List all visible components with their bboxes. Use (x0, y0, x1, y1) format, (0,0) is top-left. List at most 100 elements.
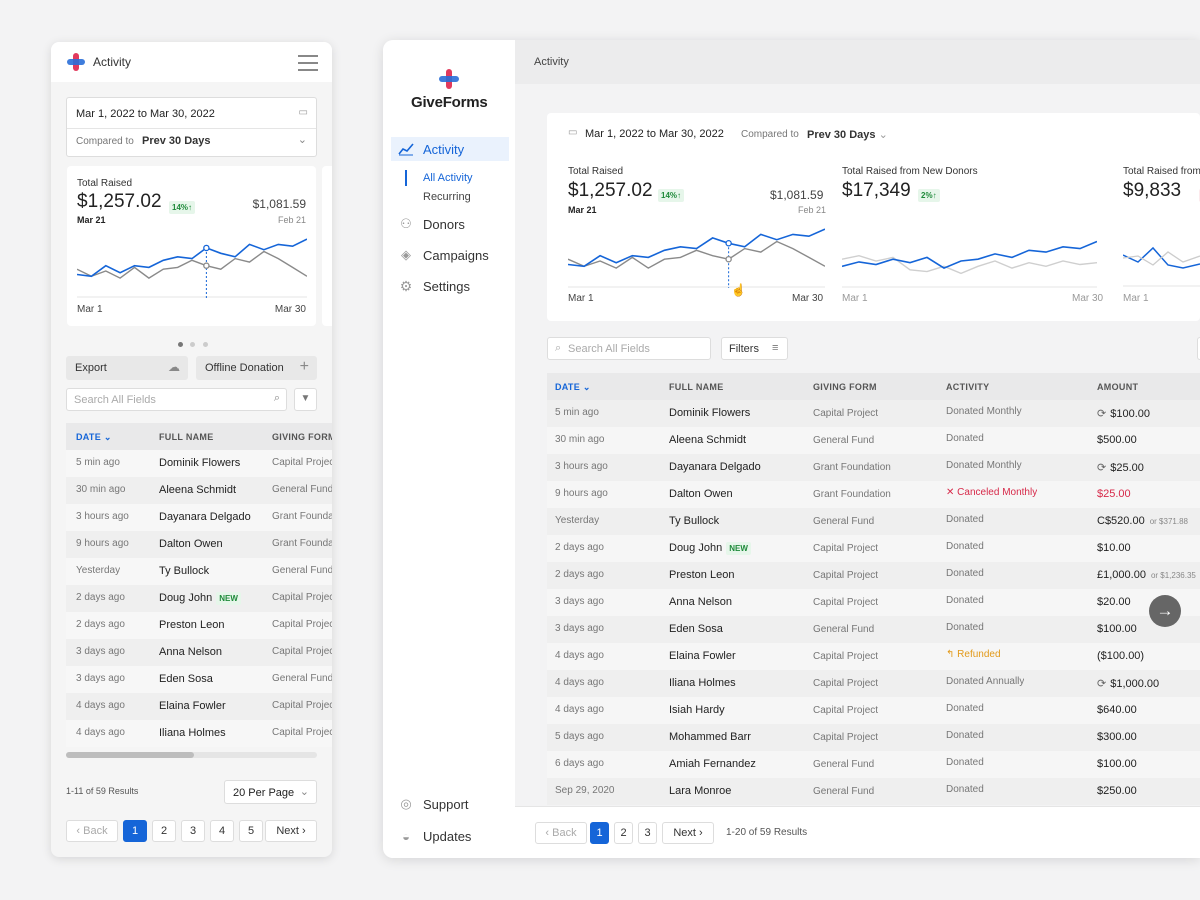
compared-value[interactable]: Prev 30 Days ⌄ (807, 129, 888, 141)
nav-support[interactable]: ◎ Support (391, 792, 509, 816)
row-name[interactable]: Ty Bullock (669, 515, 719, 527)
table-row[interactable]: 4 days ago Elaina Fowler Capital Project (66, 693, 332, 720)
table-row[interactable]: 3 days ago Anna Nelson Capital Project Dona… (547, 589, 1200, 616)
horizontal-scrollbar[interactable] (66, 752, 317, 758)
row-name[interactable]: Doug John NEW (669, 542, 751, 555)
row-name[interactable]: Isiah Hardy (669, 704, 725, 716)
nav-all-activity[interactable]: All Activity (423, 172, 473, 184)
name-column-header[interactable]: FULL NAME (669, 382, 724, 392)
table-row[interactable]: 3 days ago Eden Sosa General Fund (66, 666, 332, 693)
carousel-dots[interactable] (178, 334, 208, 352)
nav-campaigns[interactable]: ◈ Campaigns (391, 243, 509, 267)
date-column-header[interactable]: DATE ⌄ (555, 382, 591, 392)
table-row[interactable]: 9 hours ago Dalton Owen Grant Foundation ✕ … (547, 481, 1200, 508)
table-row[interactable]: Yesterday Ty Bullock General Fund Donated C$… (547, 508, 1200, 535)
calendar-icon[interactable]: ▭ (298, 107, 308, 118)
row-name[interactable]: Aleena Schmidt (159, 484, 236, 496)
page-button[interactable]: 4 (210, 820, 234, 842)
filter-funnel-icon[interactable]: ▼ (294, 388, 317, 411)
chevron-down-icon[interactable]: ⌄ (297, 134, 307, 146)
row-name[interactable]: Dayanara Delgado (159, 511, 251, 523)
table-row[interactable]: 4 days ago Elaina Fowler Capital Project ↰ … (547, 643, 1200, 670)
compared-value[interactable]: Prev 30 Days (142, 135, 211, 147)
page-button[interactable]: 1 (590, 822, 609, 844)
export-button[interactable]: Export ☁ (66, 356, 188, 380)
row-name[interactable]: Iliana Holmes (669, 677, 736, 689)
page-button[interactable]: 2 (152, 820, 176, 842)
back-button[interactable]: ‹ Back (535, 822, 587, 844)
calendar-icon[interactable]: ▭ (568, 127, 578, 138)
next-button[interactable]: Next › (265, 820, 317, 842)
table-row[interactable]: 2 days ago Doug John NEW Capital Project Don… (547, 535, 1200, 562)
hamburger-menu-icon[interactable] (298, 55, 318, 76)
next-button[interactable]: Next › (662, 822, 714, 844)
row-name[interactable]: Iliana Holmes (159, 727, 226, 739)
page-button[interactable]: 1 (123, 820, 147, 842)
page-button[interactable]: 3 (181, 820, 205, 842)
row-name[interactable]: Eden Sosa (669, 623, 723, 635)
table-row[interactable]: 4 days ago Isiah Hardy Capital Project Dona… (547, 697, 1200, 724)
table-row[interactable]: 2 days ago Preston Leon Capital Project Don… (547, 562, 1200, 589)
mobile-date-filter[interactable]: Mar 1, 2022 to Mar 30, 2022 ▭ Compared t… (66, 97, 317, 157)
form-column-header[interactable]: GIVING FORM (272, 432, 332, 442)
per-page-select[interactable]: 20 Per Page ⌄ (224, 780, 317, 804)
table-row[interactable]: 3 hours ago Dayanara Delgado Grant Foundat… (66, 504, 332, 531)
row-name[interactable]: Preston Leon (159, 619, 224, 631)
row-name[interactable]: Dalton Owen (159, 538, 223, 550)
table-row[interactable]: 4 days ago Iliana Holmes Capital Project Do… (547, 670, 1200, 697)
table-row[interactable]: 2 days ago Doug John NEW Capital Project (66, 585, 332, 612)
table-row[interactable]: 6 days ago Amiah Fernandez General Fund Don… (547, 751, 1200, 778)
date-range-text[interactable]: Mar 1, 2022 to Mar 30, 2022 (585, 128, 724, 140)
table-row[interactable]: Yesterday Ty Bullock General Fund (66, 558, 332, 585)
filters-button[interactable]: Filters ≡ (721, 337, 788, 360)
table-row[interactable]: 3 days ago Anna Nelson Capital Project (66, 639, 332, 666)
row-name[interactable]: Elaina Fowler (669, 650, 736, 662)
row-name[interactable]: Aleena Schmidt (669, 434, 746, 446)
row-name[interactable]: Anna Nelson (159, 646, 222, 658)
mobile-line-chart (77, 238, 307, 298)
offline-donation-button[interactable]: Offline Donation + (196, 356, 317, 380)
nav-settings[interactable]: ⚙ Settings (391, 274, 509, 298)
row-name[interactable]: Elaina Fowler (159, 700, 226, 712)
form-column-header[interactable]: GIVING FORM (813, 382, 877, 392)
desktop-search-input[interactable]: ⌕ Search All Fields (547, 337, 711, 360)
name-column-header[interactable]: FULL NAME (159, 432, 214, 442)
row-name[interactable]: Dalton Owen (669, 488, 733, 500)
row-name[interactable]: Doug John NEW (159, 592, 241, 605)
page-button[interactable]: 5 (239, 820, 263, 842)
mobile-search-input[interactable]: Search All Fields ⌕ (66, 388, 287, 411)
table-row[interactable]: 5 min ago Dominik Flowers Capital Project D… (547, 400, 1200, 427)
row-name[interactable]: Eden Sosa (159, 673, 213, 685)
nav-recurring[interactable]: Recurring (423, 191, 471, 203)
row-name[interactable]: Mohammed Barr (669, 731, 751, 743)
date-column-header[interactable]: DATE ⌄ (76, 432, 112, 442)
row-name[interactable]: Dominik Flowers (159, 457, 240, 469)
table-row[interactable]: 3 hours ago Dayanara Delgado Grant Foundat… (547, 454, 1200, 481)
table-row[interactable]: 4 days ago Iliana Holmes Capital Project (66, 720, 332, 747)
table-row[interactable]: 30 min ago Aleena Schmidt General Fund Dona… (547, 427, 1200, 454)
nav-activity[interactable]: Activity (391, 137, 509, 161)
table-row[interactable]: 9 hours ago Dalton Owen Grant Foundation (66, 531, 332, 558)
table-row[interactable]: 2 days ago Preston Leon Capital Project (66, 612, 332, 639)
back-button[interactable]: ‹ Back (66, 820, 118, 842)
page-button[interactable]: 3 (638, 822, 657, 844)
table-row[interactable]: Sep 29, 2020 Lara Monroe General Fund Donat… (547, 778, 1200, 805)
table-row[interactable]: 3 days ago Eden Sosa General Fund Donated $1… (547, 616, 1200, 643)
page-button[interactable]: 2 (614, 822, 633, 844)
activity-column-header[interactable]: ACTIVITY (946, 382, 990, 392)
row-name[interactable]: Anna Nelson (669, 596, 732, 608)
nav-donors[interactable]: ⚇ Donors (391, 212, 509, 236)
row-name[interactable]: Lara Monroe (669, 785, 731, 797)
row-name[interactable]: Preston Leon (669, 569, 734, 581)
row-name[interactable]: Dayanara Delgado (669, 461, 761, 473)
nav-updates[interactable]: ◒ Updates (391, 824, 509, 848)
offscreen-button[interactable] (1197, 337, 1200, 360)
amount-column-header[interactable]: AMOUNT (1097, 382, 1139, 392)
arrow-right-icon[interactable]: → (1149, 595, 1181, 627)
row-name[interactable]: Ty Bullock (159, 565, 209, 577)
row-name[interactable]: Amiah Fernandez (669, 758, 756, 770)
table-row[interactable]: 30 min ago Aleena Schmidt General Fund (66, 477, 332, 504)
table-row[interactable]: 5 days ago Mohammed Barr Capital Project Do… (547, 724, 1200, 751)
row-name[interactable]: Dominik Flowers (669, 407, 750, 419)
table-row[interactable]: 5 min ago Dominik Flowers Capital Project (66, 450, 332, 477)
